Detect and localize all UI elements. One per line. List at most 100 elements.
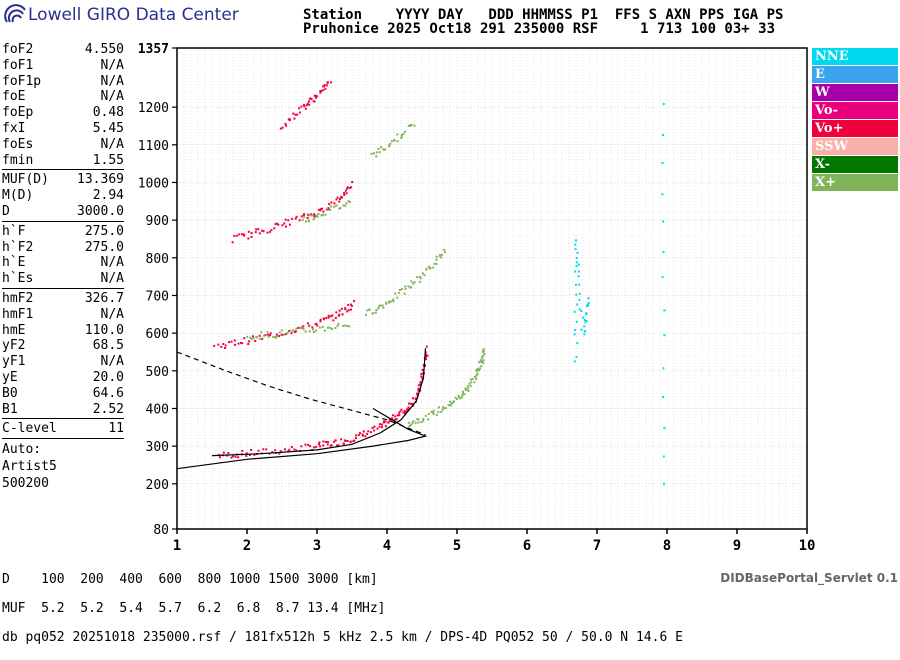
echo-point — [378, 423, 381, 426]
echo-point — [327, 316, 330, 319]
echo-point — [261, 229, 264, 232]
param-value: 5.45 — [92, 120, 124, 136]
echo-point — [366, 309, 369, 312]
echo-point — [577, 275, 580, 278]
echo-point — [480, 359, 483, 362]
legend-item: Vo- — [812, 102, 898, 119]
echo-point — [288, 223, 291, 226]
echo-point — [346, 439, 349, 442]
echo-point — [335, 311, 338, 314]
echo-point — [285, 333, 288, 336]
echo-point — [313, 100, 316, 103]
echo-point — [265, 448, 268, 451]
echo-point — [305, 220, 308, 223]
echo-point — [323, 84, 326, 87]
echo-point — [440, 410, 443, 413]
echo-point — [372, 152, 375, 155]
echo-point — [574, 270, 577, 273]
echo-point — [469, 378, 472, 381]
echo-point — [278, 335, 281, 338]
legend-item: E — [812, 66, 898, 83]
param-label: hmF1 — [2, 306, 34, 322]
x-tick-label: 10 — [799, 538, 816, 554]
parameter-panel: foF2 4.550 foF1 N/A foF1p N/A foE N/A foEp 0.48 fx… — [2, 42, 124, 492]
echo-point — [331, 314, 334, 317]
echo-point — [417, 389, 420, 392]
echo-point — [345, 187, 348, 190]
echo-point — [241, 449, 244, 452]
echo-point — [327, 207, 330, 210]
echo-point — [289, 329, 292, 332]
echo-point — [294, 113, 297, 116]
echo-point — [348, 325, 351, 328]
echo-point — [435, 262, 438, 265]
echo-point — [295, 449, 298, 452]
echo-point — [305, 104, 308, 107]
param-value: 2.94 — [92, 188, 124, 204]
echo-point — [298, 219, 301, 222]
echo-point — [318, 326, 321, 329]
echo-point — [320, 90, 323, 93]
echo-point — [425, 345, 428, 348]
echo-point — [585, 305, 588, 308]
echo-point — [387, 421, 390, 424]
echo-point — [340, 307, 343, 310]
echo-point — [440, 256, 443, 259]
echo-point — [575, 257, 578, 260]
echo-point — [458, 396, 461, 399]
echo-point — [308, 214, 311, 217]
echo-point — [414, 397, 417, 400]
echo-point — [263, 334, 266, 337]
echo-point — [379, 304, 382, 307]
echo-point — [420, 375, 423, 378]
y-tick-label: 1000 — [138, 176, 169, 191]
echo-point — [409, 124, 412, 127]
y-tick-label: 700 — [146, 289, 169, 304]
echo-point — [254, 340, 257, 343]
echo-point — [222, 342, 225, 345]
echo-point — [243, 234, 246, 237]
echo-point — [284, 225, 287, 228]
echo-point — [417, 384, 420, 387]
echo-point — [583, 325, 586, 328]
param-row: B0 64.6 — [2, 386, 124, 402]
echo-point — [264, 334, 267, 337]
ionogram-chart: 1 2 3 4 5 6 7 8 9 10 80 200 300 400 500 600 700 800 900 100… — [138, 42, 816, 554]
header-line-2: Pruhonice 2025 Oct18 291 235000 RSF 1 71… — [303, 21, 776, 37]
param-label: h`E — [2, 255, 26, 271]
echo-point — [422, 419, 425, 422]
echo-point — [342, 204, 345, 207]
echo-point — [404, 287, 407, 290]
echo-point — [417, 418, 420, 421]
echo-point — [351, 181, 354, 184]
echo-point — [297, 326, 300, 329]
echo-point — [412, 420, 415, 423]
echo-point — [314, 329, 317, 332]
echo-point — [266, 231, 269, 234]
echo-point — [482, 361, 485, 364]
echo-point — [284, 218, 287, 221]
y-tick-label: 1100 — [138, 139, 169, 154]
echo-point — [466, 385, 469, 388]
echo-point — [573, 360, 576, 363]
echo-point — [230, 340, 233, 343]
echo-point — [482, 348, 485, 351]
echo-point — [435, 413, 438, 416]
echo-point — [292, 112, 295, 115]
echo-point — [482, 351, 485, 354]
echo-point — [324, 329, 327, 332]
echo-point — [287, 330, 290, 333]
x-tick-label: 4 — [383, 538, 391, 554]
echo-point — [367, 430, 370, 433]
echo-point — [585, 313, 588, 316]
echo-point — [246, 335, 249, 338]
echo-point — [449, 400, 452, 403]
x-tick-label: 8 — [663, 538, 671, 554]
param-label: B1 — [2, 401, 18, 417]
echo-point — [357, 434, 360, 437]
echo-point — [371, 312, 374, 315]
echo-point — [575, 293, 578, 296]
echo-point — [388, 301, 391, 304]
echo-point — [439, 255, 442, 258]
echo-point — [245, 454, 248, 457]
